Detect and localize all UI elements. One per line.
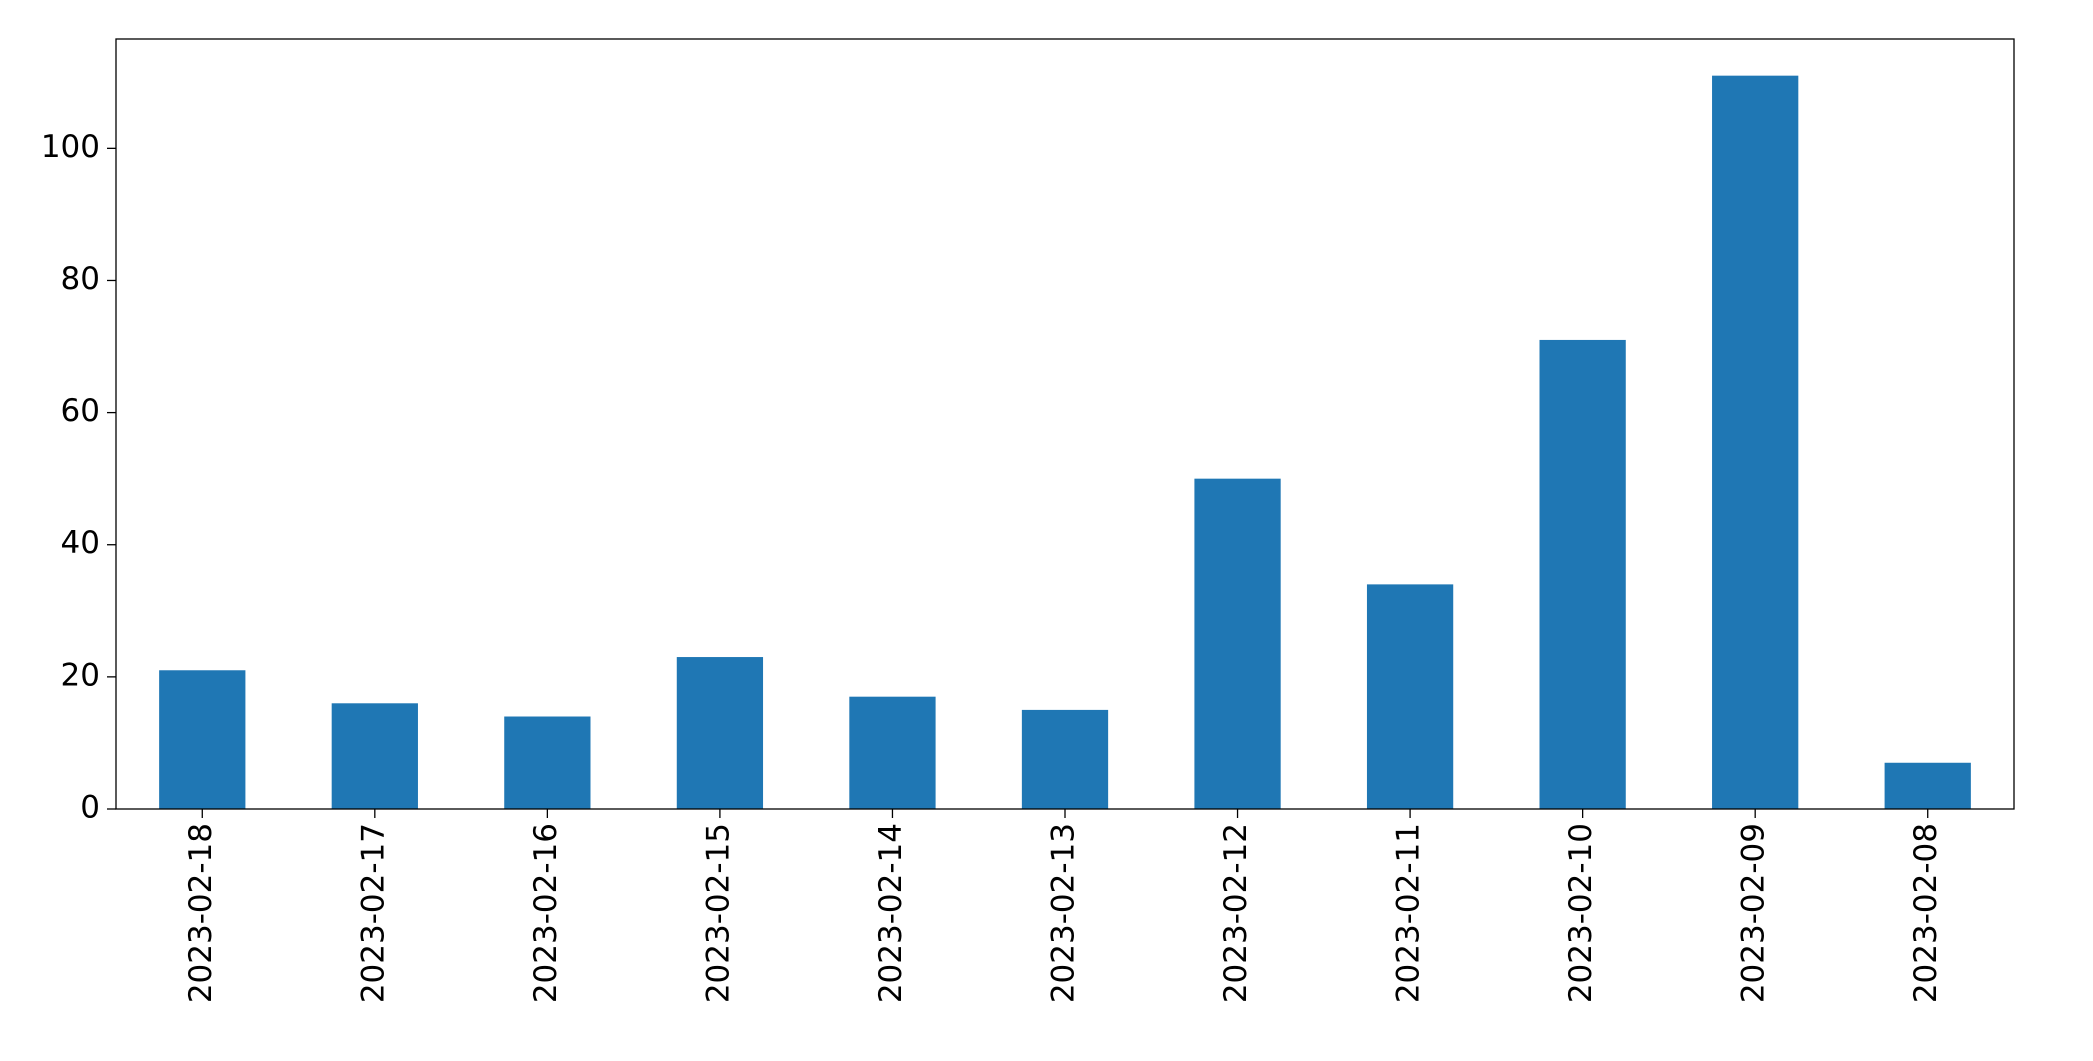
x-tick-label: 2023-02-09: [1736, 823, 1772, 1003]
x-tick-label: 2023-02-13: [1046, 823, 1082, 1003]
bar: [1194, 478, 1281, 809]
y-tick-label: 0: [80, 790, 100, 826]
x-tick-label: 2023-02-18: [183, 823, 219, 1003]
bar: [1712, 75, 1799, 809]
y-tick-label: 60: [61, 393, 100, 429]
x-tick-label: 2023-02-14: [873, 823, 909, 1003]
bar: [1884, 762, 1971, 809]
plot-frame: [115, 38, 2015, 810]
bar: [504, 716, 591, 809]
bar: [1539, 339, 1626, 809]
bar: [331, 703, 418, 809]
x-tick-label: 2023-02-12: [1218, 823, 1254, 1003]
y-tick-label: 20: [61, 657, 100, 693]
bar: [1366, 584, 1454, 809]
y-tick-label: 100: [41, 129, 100, 165]
x-tick-label: 2023-02-17: [355, 823, 391, 1003]
bar: [849, 696, 936, 809]
x-tick-label: 2023-02-10: [1563, 823, 1599, 1003]
x-tick-label: 2023-02-15: [700, 823, 736, 1003]
y-tick-label: 40: [61, 525, 100, 561]
bar: [1021, 709, 1109, 809]
x-tick-label: 2023-02-11: [1391, 823, 1427, 1003]
y-tick-label: 80: [61, 261, 100, 297]
x-tick-label: 2023-02-16: [528, 823, 564, 1003]
bar: [676, 657, 764, 809]
x-tick-label: 2023-02-08: [1908, 823, 1944, 1003]
bar: [159, 670, 246, 809]
